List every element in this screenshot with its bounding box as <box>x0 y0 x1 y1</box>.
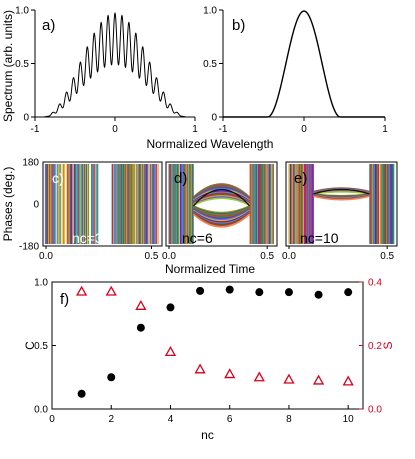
panel-e-label: e) <box>294 170 307 187</box>
phase-trace-lens <box>313 188 370 195</box>
x-tick-label: 0.5 <box>145 251 159 262</box>
panel-a-ylabel: Spectrum (arb. units) <box>1 10 15 122</box>
y-tick-label: 1.0 <box>15 6 29 17</box>
point-S <box>135 299 147 310</box>
y-tick-label: 0.5 <box>15 59 29 70</box>
y-tick-label: 1.0 <box>34 278 48 289</box>
panel-a-axes <box>34 10 195 118</box>
x-tick-label: 1 <box>192 124 198 135</box>
y-tick-label: 0 <box>211 113 217 124</box>
x-tick-label: 0.0 <box>39 251 53 262</box>
y-tick-label: 0.0 <box>34 405 48 416</box>
panel-c-label: c) <box>52 170 64 186</box>
panel-b: -1 0 100.51.0 b) <box>203 6 388 136</box>
x-tick-label: 0.5 <box>260 251 274 262</box>
point-S <box>312 374 325 385</box>
point-S <box>342 375 354 386</box>
point-C <box>107 373 116 382</box>
phase-trace-lens <box>192 189 251 207</box>
x-tick-label: 0.5 <box>380 251 394 262</box>
x-tick-label: 4 <box>168 414 174 425</box>
x-tick-label: -1 <box>219 124 228 135</box>
panel-b-axes <box>222 10 385 118</box>
point-C <box>136 323 145 332</box>
panel-c-xlabel: Normalized Time <box>165 262 255 276</box>
panel-f: 0 2 4 6 8 10 0.0 0.5 1.0 0.0 0.2 0.4 C Snc f) <box>23 278 395 443</box>
x-tick-label: 6 <box>227 414 233 425</box>
panel-c-ylabel: Phases (deg.) <box>1 167 15 242</box>
panel-f-ylabel-right: S <box>381 341 395 349</box>
phase-trace-lens <box>193 207 250 217</box>
y-tick-label: 0.5 <box>203 59 217 70</box>
x-tick-label: 0.0 <box>162 251 176 262</box>
panel-f-axes <box>51 281 364 410</box>
x-tick-label: 1 <box>382 124 388 135</box>
point-C <box>166 303 175 312</box>
phase-trace-lens <box>313 191 370 195</box>
y-right-tick-label: 0.2 <box>368 341 382 352</box>
panel-f-xlabel: nc <box>201 428 214 442</box>
y-right-tick-label: 0.0 <box>368 405 382 416</box>
point-C <box>284 288 293 297</box>
x-tick-label: -1 <box>31 124 40 135</box>
phase-trace-lens <box>192 208 251 220</box>
y-tick-label: 1.0 <box>203 6 217 17</box>
panel-e-annotation: nc=10 <box>300 230 339 246</box>
point-S <box>105 285 117 296</box>
panel-a-xlabel: Normalized Wavelength <box>147 137 274 151</box>
phase-trace-lens <box>193 206 250 216</box>
point-C <box>344 288 353 297</box>
point-S <box>283 373 295 384</box>
y-tick-label: 0 <box>23 113 29 124</box>
y-right-tick-label: 0.4 <box>368 278 382 289</box>
phase-trace-lens <box>193 208 250 219</box>
x-tick-label: 8 <box>286 414 292 425</box>
point-S <box>194 363 206 374</box>
panel-d-label: d) <box>174 170 187 187</box>
phase-trace-lens <box>193 205 250 214</box>
point-C <box>77 389 86 398</box>
x-tick-label: 0 <box>112 124 118 135</box>
point-S <box>76 285 88 296</box>
phase-trace-lens <box>313 195 370 201</box>
panel-b-label: b) <box>232 17 245 34</box>
y-tick-label: 180 <box>22 158 39 169</box>
panel-d: 0.0 0.5 d) nc=6 <box>162 161 278 262</box>
point-C <box>225 285 234 294</box>
point-S <box>224 368 236 379</box>
point-C <box>314 290 323 299</box>
x-tick-label: 0 <box>49 414 55 425</box>
point-C <box>196 286 205 295</box>
panel-a: -1 0 100.51.0 a) Spectrum (arb. units) Nor… <box>1 6 273 152</box>
panel-c-annotation: nc=3 <box>72 230 103 246</box>
panel-e: 0.0 0.5 e) nc=10 <box>282 161 398 262</box>
x-tick-label: 2 <box>108 414 114 425</box>
panel-d-annotation: nc=6 <box>182 230 213 246</box>
x-tick-label: 10 <box>343 414 355 425</box>
point-S <box>253 371 265 382</box>
panel-a-spectrum-line <box>35 12 195 118</box>
panel-f-ylabel: C <box>23 341 37 350</box>
panel-b-pulse-line <box>223 10 385 118</box>
phase-trace-lens <box>193 197 250 207</box>
phase-trace-lens <box>193 205 250 215</box>
panel-a-label: a) <box>42 17 55 34</box>
panel-f-label: f) <box>60 291 69 308</box>
y-tick-label: 0 <box>33 200 39 211</box>
x-tick-label: 0.0 <box>282 251 296 262</box>
point-S <box>164 346 177 356</box>
x-tick-label: 0 <box>301 124 307 135</box>
y-tick-label: 0.5 <box>34 341 48 352</box>
y-tick-label: -180 <box>19 242 39 253</box>
point-C <box>255 288 264 297</box>
phase-trace-lens <box>192 213 251 228</box>
